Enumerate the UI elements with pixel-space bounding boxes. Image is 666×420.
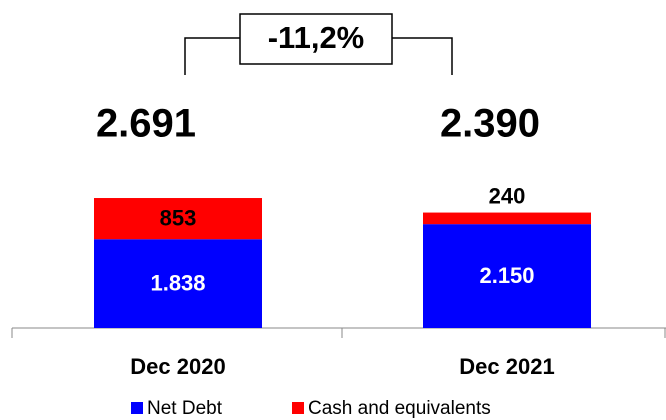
total-label: 2.691 [96,102,196,146]
bar-segment [423,212,591,225]
bracket-right [392,37,453,75]
x-tick-label: Dec 2021 [459,354,554,379]
annotation-box [239,13,393,65]
legend-swatch [131,402,143,414]
bar-segment [94,198,262,240]
bar-segment [94,239,262,328]
data-label: 2.150 [479,263,534,288]
bracket-left [184,37,240,75]
data-label: 853 [160,205,197,230]
x-axis [11,327,666,338]
legend-label: Cash and equivalents [308,398,491,419]
legend-swatch [292,402,304,414]
legend-label: Net Debt [147,398,223,419]
total-label: 2.390 [440,102,540,146]
bar-segment [423,224,591,328]
change-bracket [184,13,453,75]
data-label: 240 [489,183,526,208]
x-tick-label: Dec 2020 [130,354,225,379]
data-label: 1.838 [150,270,205,295]
annotation: -11,2% [268,20,365,55]
